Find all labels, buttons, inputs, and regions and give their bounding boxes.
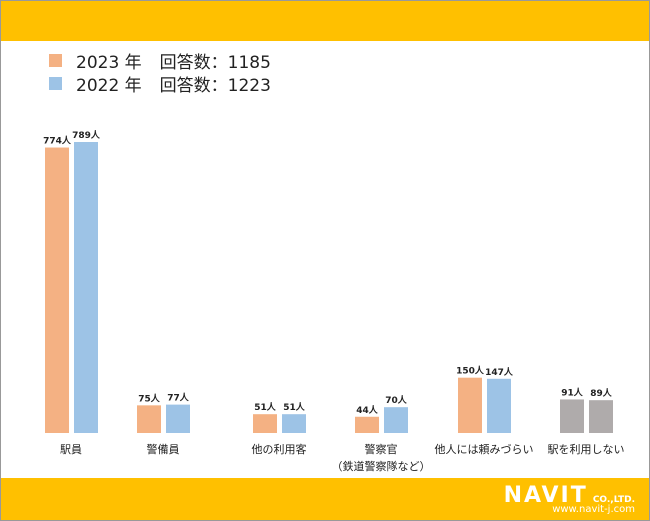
legend-year: 2022 年 — [76, 76, 142, 96]
legend-item-2023: 2023 年 回答数：1185 — [49, 48, 271, 73]
footer-band — [1, 478, 649, 520]
logo-suffix: CO.,LTD. — [592, 495, 635, 505]
legend-swatch — [49, 77, 62, 90]
category-label: 他人には頼みづらい — [435, 443, 534, 456]
category-label: 他の利用客 — [252, 442, 307, 456]
category-label: （鉄道警察隊など） — [332, 459, 431, 473]
legend-count: 回答数：1223 — [159, 76, 271, 96]
data-label: 77人 — [167, 392, 190, 404]
header-band — [1, 1, 649, 41]
data-label: 789人 — [72, 129, 101, 141]
bar — [74, 142, 98, 433]
data-label: 150人 — [456, 365, 485, 377]
legend-year: 2023 年 — [76, 53, 142, 73]
data-label: 774人 — [43, 135, 72, 147]
bar — [589, 400, 613, 433]
data-label: 51人 — [283, 401, 306, 413]
data-label: 147人 — [485, 366, 514, 378]
data-label: 70人 — [385, 394, 408, 406]
category-label: 駅員 — [60, 443, 82, 456]
data-label: 91人 — [561, 386, 584, 398]
bar — [355, 416, 379, 433]
bar — [384, 407, 408, 433]
category-label: 警備員 — [147, 442, 180, 456]
bar — [253, 414, 277, 433]
category-label: 警察官 — [365, 442, 398, 456]
legend-swatch — [49, 54, 62, 67]
logo-name: NAVIT — [503, 483, 588, 508]
bar — [487, 378, 511, 433]
bar — [282, 414, 306, 433]
bar — [166, 404, 190, 433]
data-label: 51人 — [254, 401, 277, 413]
legend-count: 回答数：1185 — [159, 53, 271, 73]
bar — [560, 399, 584, 433]
data-label: 44人 — [356, 404, 379, 416]
bar — [137, 405, 161, 433]
navit-logo: NAVIT CO.,LTD. www.navit-j.com — [504, 483, 635, 515]
data-label: 75人 — [138, 392, 161, 404]
category-label: 駅を利用しない — [548, 443, 625, 456]
bar — [458, 377, 482, 433]
logo-url: www.navit-j.com — [552, 504, 635, 515]
data-label: 89人 — [590, 387, 613, 399]
bar — [45, 147, 69, 433]
legend-item-2022: 2022 年 回答数：1223 — [49, 71, 271, 96]
